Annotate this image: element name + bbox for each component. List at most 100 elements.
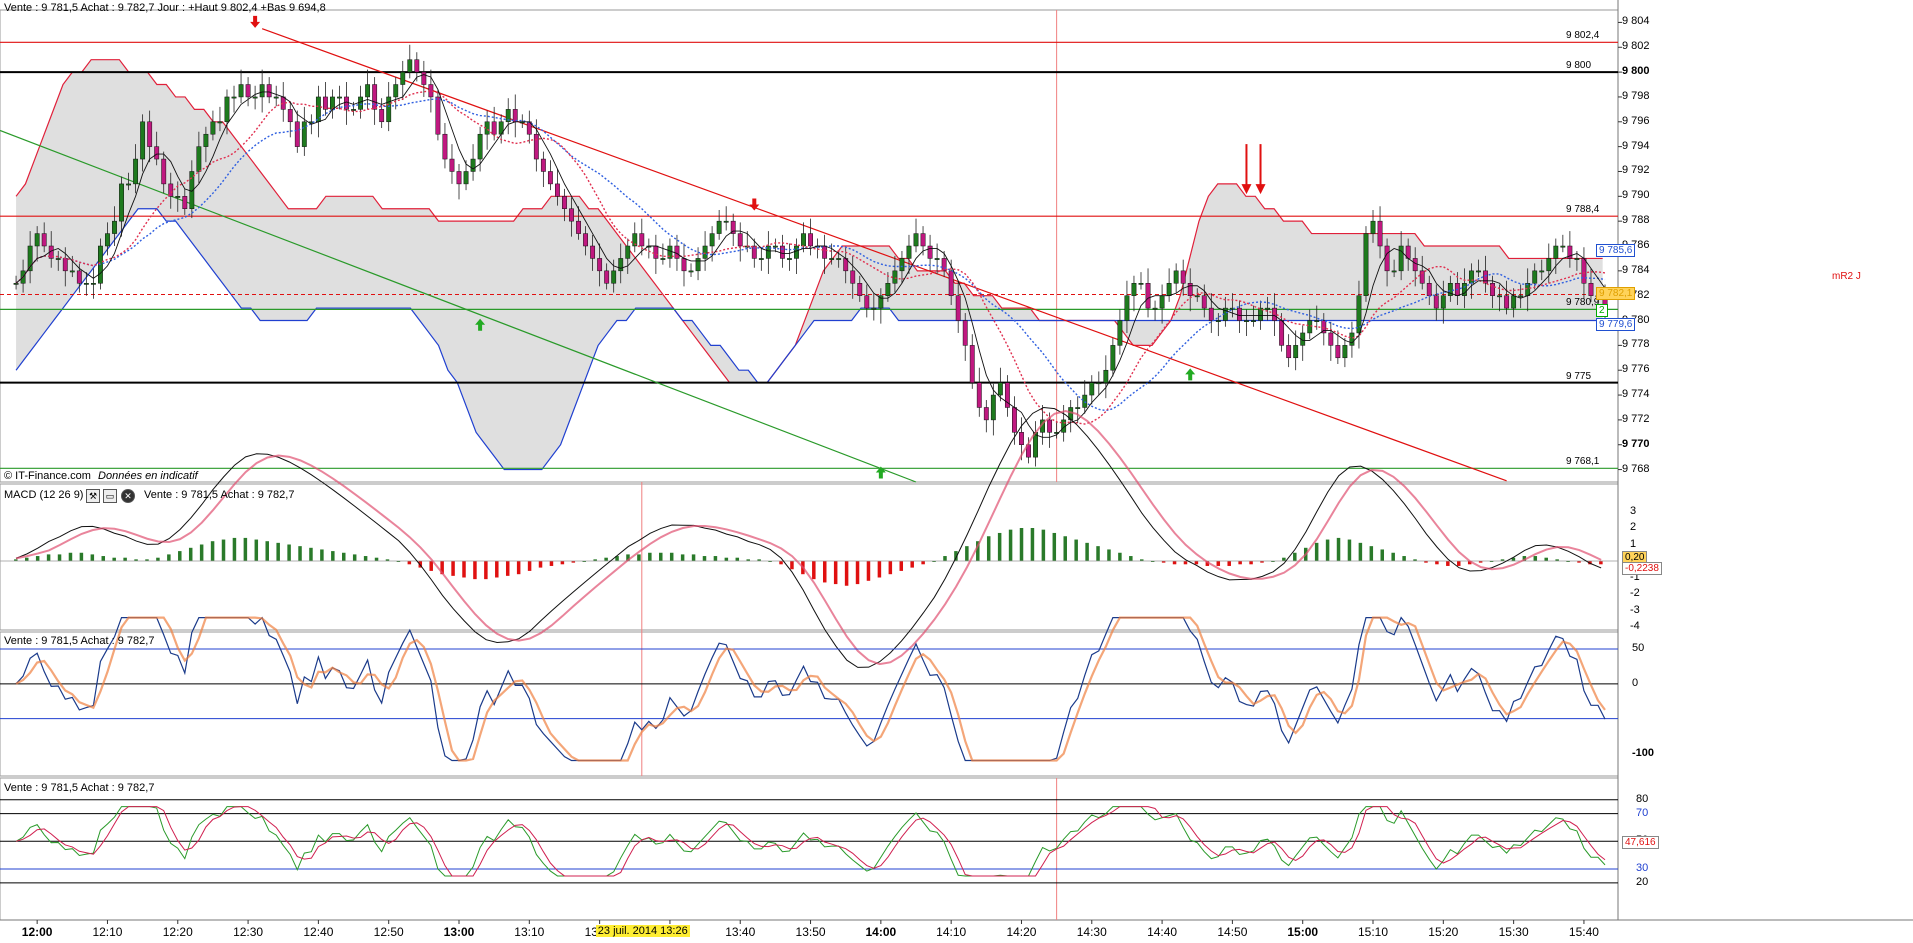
- candle: [1469, 270, 1474, 284]
- oscillator-signal: [15, 616, 1606, 762]
- candle: [1138, 283, 1144, 285]
- candle: [1518, 295, 1524, 298]
- candle: [709, 233, 715, 247]
- candle: [1089, 382, 1095, 396]
- candle: [182, 196, 188, 209]
- candle: [962, 320, 968, 346]
- x-tick-label: 12:50: [373, 925, 404, 939]
- price-tick-label: 9 784: [1622, 263, 1650, 276]
- candle: [899, 258, 905, 272]
- candle: [1553, 245, 1559, 259]
- candle: [1342, 345, 1348, 359]
- candle: [421, 71, 427, 85]
- macd-bar: [1347, 539, 1352, 561]
- macd-bar: [462, 561, 466, 578]
- macd-bar: [1511, 557, 1516, 561]
- macd-bar: [1424, 561, 1428, 563]
- candle: [1131, 283, 1137, 296]
- macd-bar: [1140, 559, 1144, 561]
- candle: [547, 171, 553, 185]
- macd-bar: [374, 557, 379, 561]
- price-tick-label: 9 798: [1622, 89, 1650, 102]
- macd-bar: [921, 561, 925, 565]
- oscillator-tick-label: -100: [1632, 746, 1655, 759]
- x-tick-label: 14:30: [1076, 925, 1107, 939]
- candle: [934, 258, 940, 260]
- candle: [1440, 295, 1446, 309]
- macd-bar: [910, 561, 914, 568]
- candle: [801, 233, 806, 247]
- price-tick-label: 9 800: [1622, 65, 1650, 78]
- oscillator-tick-label: 50: [1632, 641, 1645, 654]
- macd-bar: [757, 559, 761, 561]
- cursor-date-label: 23 juil. 2014 13:26: [595, 925, 690, 937]
- macd-title: MACD (12 26 9): [4, 489, 84, 501]
- candle: [1180, 270, 1186, 284]
- macd-bar: [352, 554, 357, 561]
- candle: [857, 283, 863, 296]
- rsi-tick-label: 70: [1636, 806, 1649, 819]
- candle: [119, 183, 124, 222]
- candle: [126, 183, 131, 186]
- x-tick-label: 15:20: [1428, 925, 1459, 939]
- wrench-icon[interactable]: ⚒: [86, 489, 100, 503]
- candle: [147, 121, 153, 147]
- candle: [1110, 345, 1116, 371]
- price-tick-label: 9 790: [1622, 189, 1650, 202]
- window-icon[interactable]: ▭: [103, 489, 117, 503]
- candle: [1490, 283, 1495, 296]
- candle: [1279, 320, 1285, 346]
- macd-bar: [167, 554, 171, 561]
- x-tick-label: 15:10: [1357, 925, 1389, 939]
- candle: [1103, 369, 1109, 383]
- watermark: © IT-Finance.com Données en indicatif: [4, 470, 198, 482]
- panel-frame-2: [0, 631, 1619, 777]
- level-label: 9 802,4: [1566, 30, 1600, 42]
- macd-bar: [112, 557, 116, 561]
- x-tick-label: 14:50: [1217, 925, 1248, 939]
- macd-bar: [1435, 561, 1439, 565]
- level-label: 9 788,4: [1566, 204, 1600, 216]
- candle: [1588, 283, 1594, 296]
- candle: [252, 96, 258, 99]
- candle: [1546, 258, 1552, 272]
- candle: [625, 245, 631, 259]
- macd-bar: [724, 557, 729, 561]
- candle: [822, 245, 828, 259]
- macd-bar: [1544, 557, 1548, 561]
- macd-bar: [1533, 556, 1538, 561]
- candle: [1356, 295, 1362, 334]
- candle: [1293, 345, 1299, 359]
- candle: [140, 121, 146, 160]
- candle: [266, 84, 272, 98]
- macd-bar: [156, 557, 160, 561]
- candle: [1497, 295, 1502, 298]
- rsi-tick-label: 20: [1636, 875, 1649, 888]
- candle: [210, 121, 216, 135]
- sell-arrow-icon: [749, 198, 760, 211]
- candle: [168, 183, 174, 197]
- x-tick-label: 14:10: [936, 925, 967, 939]
- candle: [393, 84, 399, 98]
- macd-bar: [1063, 536, 1067, 561]
- close-icon[interactable]: ✕: [121, 489, 135, 503]
- macd-bar: [14, 559, 18, 561]
- candle: [69, 270, 75, 273]
- x-tick-label: 15:30: [1498, 925, 1529, 939]
- candle: [1244, 320, 1249, 322]
- sell-arrow-icon: [1255, 184, 1266, 195]
- candle: [175, 196, 181, 198]
- candle: [681, 258, 687, 272]
- candle: [435, 96, 441, 135]
- candle: [702, 245, 708, 259]
- macd-signal-line: [15, 410, 1602, 666]
- rsi-line: [15, 806, 1606, 877]
- candle: [723, 220, 729, 223]
- candle: [105, 233, 110, 247]
- buy-arrow-icon: [475, 318, 486, 331]
- candle: [1370, 220, 1376, 234]
- macd-bar: [145, 559, 149, 561]
- candle: [55, 258, 61, 260]
- candle: [1215, 320, 1221, 322]
